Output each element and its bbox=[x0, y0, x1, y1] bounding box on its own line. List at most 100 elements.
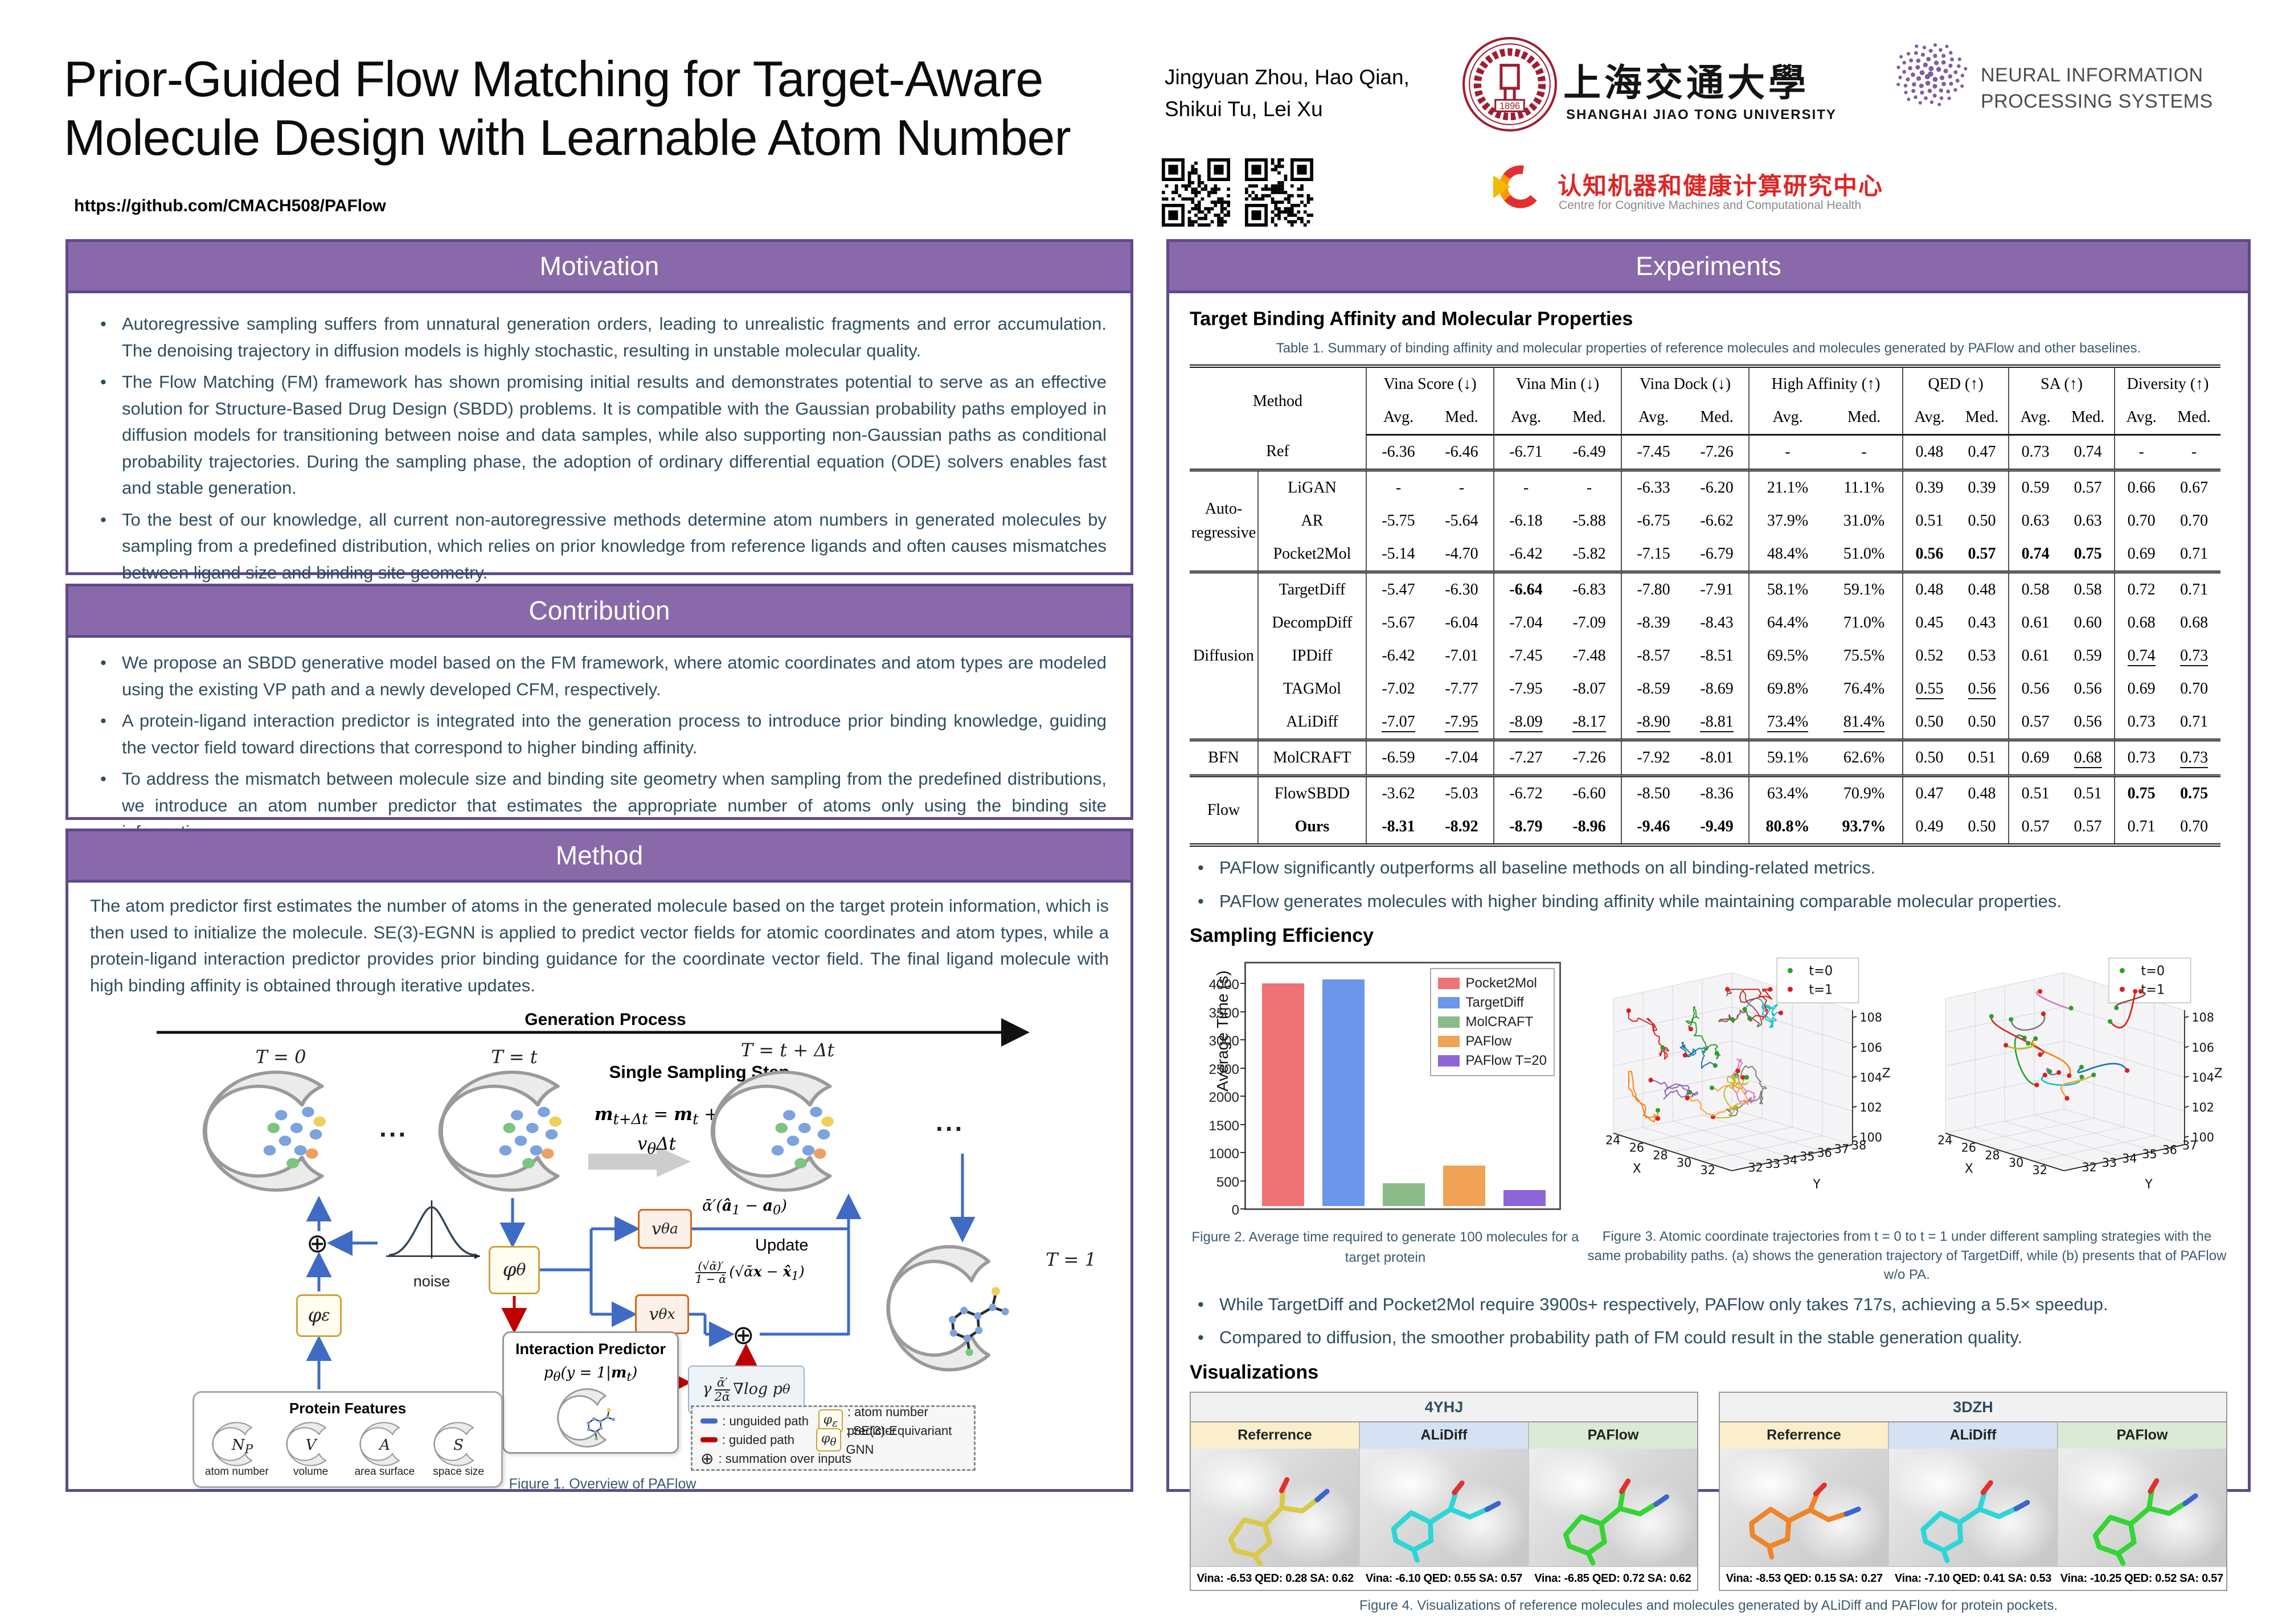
viz-stat: Vina: -8.53 QED: 0.15 SA: 0.27 bbox=[1720, 1565, 1889, 1590]
method-name: Ref bbox=[1266, 442, 1289, 461]
table-cell: 0.50 bbox=[1968, 713, 1996, 731]
table-cell: 0.66 bbox=[2114, 469, 2168, 505]
atom-type-vf-formula: ᾱ′(â1 − a0) bbox=[702, 1197, 787, 1218]
table-cell: 0.75 bbox=[2168, 774, 2221, 810]
update-label: Update bbox=[755, 1236, 809, 1254]
table-cell: -6.60 bbox=[1558, 774, 1622, 810]
motivation-body: Autoregressive sampling suffers from unn… bbox=[68, 293, 1130, 604]
table-cell: 0.39 bbox=[1902, 469, 1956, 505]
method-name: Ours bbox=[1257, 810, 1367, 845]
y-tick bbox=[1240, 983, 1246, 984]
figure2-bar-chart: Average Time (s) Pocket2Mol TargetDiff Mol… bbox=[1190, 955, 1564, 1226]
sum-operator-icon: ⊕ bbox=[700, 1449, 714, 1467]
svg-text:35: 35 bbox=[1800, 1150, 1815, 1163]
table-cell: 0.57 bbox=[2062, 469, 2115, 505]
noise-curve-icon bbox=[386, 1200, 480, 1259]
y-tick-label: 2500 bbox=[1208, 1061, 1239, 1077]
col-sub: Avg. bbox=[1366, 401, 1431, 436]
table-cell: -7.02 bbox=[1366, 672, 1431, 706]
legend-item: PAFlow T=20 bbox=[1438, 1051, 1547, 1071]
t1-label: T = 1 bbox=[1046, 1249, 1096, 1270]
table-cell: 0.51 bbox=[1956, 739, 2009, 776]
section-header-motivation: Motivation bbox=[68, 242, 1130, 293]
y-tick bbox=[1240, 1208, 1246, 1209]
neurips-line-2: PROCESSING SYSTEMS bbox=[1981, 90, 2213, 112]
figure1-overview-diagram: Generation Process T = 0 ... T = t Singl… bbox=[90, 1007, 1109, 1494]
figure1-legend: unguided path φε atom number predictor g… bbox=[691, 1405, 976, 1471]
guided-path-swatch bbox=[700, 1437, 718, 1442]
table-row: Diffusion TargetDiff -5.47 -6.30 -6.64 -6.83-… bbox=[1190, 571, 2221, 740]
table-cell: 0.70 bbox=[2114, 505, 2168, 538]
table-cell: -6.72 bbox=[1493, 774, 1558, 810]
github-url[interactable]: https://github.com/CMACH508/PAFlow bbox=[74, 196, 386, 215]
table-cell: 0.56 bbox=[1956, 672, 2009, 706]
qr-code-1 bbox=[1162, 158, 1230, 227]
viz-group-4YHJ: 4YHJ Referrence ALiDiff PAFlow Vina: -6.53 Q… bbox=[1190, 1391, 1698, 1591]
svg-text:Y: Y bbox=[1813, 1178, 1821, 1192]
y-tick bbox=[1240, 1152, 1246, 1153]
table-cell: -7.92 bbox=[1621, 739, 1686, 776]
table-cell: -7.01 bbox=[1445, 647, 1478, 665]
viz-col-header: Referrence bbox=[1191, 1422, 1360, 1449]
table-cell: 0.55 bbox=[1902, 672, 1956, 706]
table-cell: 51.0% bbox=[1843, 545, 1885, 563]
col-sub: Med. bbox=[1956, 401, 2009, 436]
table-cell: 93.7% bbox=[1842, 818, 1886, 835]
table-cell: -5.67 bbox=[1366, 606, 1431, 639]
figure3-caption: Figure 3. Atomic coordinate trajectories… bbox=[1587, 1229, 2227, 1283]
table-cell: 0.73 bbox=[2168, 639, 2220, 672]
y-tick-label: 2000 bbox=[1208, 1090, 1239, 1105]
svg-text:24: 24 bbox=[1606, 1133, 1621, 1147]
legend-row: ⊕ summation over inputs bbox=[700, 1449, 966, 1468]
table-cell: 62.6% bbox=[1826, 739, 1903, 776]
viz-molecule-image bbox=[1720, 1448, 1889, 1566]
table-row: Ref -6.36 -6.46 -6.71 -6.49 -7.45 -7.26- -0.48 0… bbox=[1190, 434, 2220, 470]
table-cell: -7.26 bbox=[1558, 739, 1622, 776]
table-cell: -6.04 bbox=[1445, 614, 1478, 631]
svg-text:34: 34 bbox=[2122, 1151, 2137, 1165]
table-cell: 81.4% bbox=[1826, 706, 1903, 740]
table-cell: 0.53 bbox=[1968, 647, 1996, 665]
legend-item: PAFlow bbox=[1438, 1032, 1547, 1051]
table-cell: 0.74 bbox=[2008, 538, 2062, 572]
svg-text:32: 32 bbox=[1701, 1163, 1715, 1177]
sum-operator-icon: ⊕ bbox=[732, 1320, 755, 1350]
table-cell: 0.61 bbox=[2008, 639, 2062, 672]
svg-text:30: 30 bbox=[1677, 1156, 1691, 1170]
viz-col-header: ALiDiff bbox=[1360, 1422, 1529, 1449]
table-cell: -7.07 bbox=[1366, 706, 1431, 740]
table-cell: 0.56 bbox=[2008, 672, 2062, 706]
table-cell: -6.83 bbox=[1558, 571, 1622, 606]
table-cell: 0.56 bbox=[2074, 713, 2102, 731]
table-cell: -7.80 bbox=[1621, 571, 1686, 606]
pocket-tdt bbox=[708, 1067, 862, 1195]
neurips-logo-icon bbox=[1885, 30, 1976, 121]
table-cell: -8.31 bbox=[1366, 810, 1431, 845]
table-cell: 0.75 bbox=[2074, 545, 2102, 563]
feature-symbol: A bbox=[379, 1437, 391, 1454]
table-cell: -5.03 bbox=[1430, 774, 1494, 810]
visualizations-row: 4YHJ Referrence ALiDiff PAFlow Vina: -6.53 Q… bbox=[1190, 1391, 2227, 1591]
y-tick-label: 3500 bbox=[1208, 1005, 1239, 1021]
table-row: TAGMol -7.02 -7.77 -7.95 -8.07 -8.59 -8.69 69.8… bbox=[1190, 672, 2220, 706]
table-cell: -4.70 bbox=[1445, 545, 1478, 563]
table-cell: 0.71 bbox=[2180, 545, 2209, 563]
interaction-pocket-icon bbox=[557, 1388, 616, 1448]
table-cell: -6.59 bbox=[1366, 739, 1431, 776]
figure3-plot-b: 24 26 28 30 32 X 32 33 34 35 36 37 Y 100 102 104 106 108 Z… bbox=[1900, 955, 2228, 1226]
viz-molecule-image bbox=[1191, 1448, 1360, 1566]
y-tick bbox=[1240, 1067, 1246, 1069]
neurips-line-1: NEURAL INFORMATION bbox=[1981, 64, 2203, 86]
svg-text:28: 28 bbox=[1653, 1149, 1668, 1162]
col-sub: Avg. bbox=[1493, 401, 1558, 436]
y-tick-label: 1000 bbox=[1208, 1146, 1239, 1162]
col-sub: Avg. bbox=[1621, 401, 1686, 436]
table-cell: 0.71 bbox=[2114, 810, 2168, 845]
bullet-item: The Flow Matching (FM) framework has sho… bbox=[92, 369, 1107, 502]
ccmch-logo-icon bbox=[1493, 165, 1542, 208]
svg-text:37: 37 bbox=[2182, 1139, 2197, 1153]
